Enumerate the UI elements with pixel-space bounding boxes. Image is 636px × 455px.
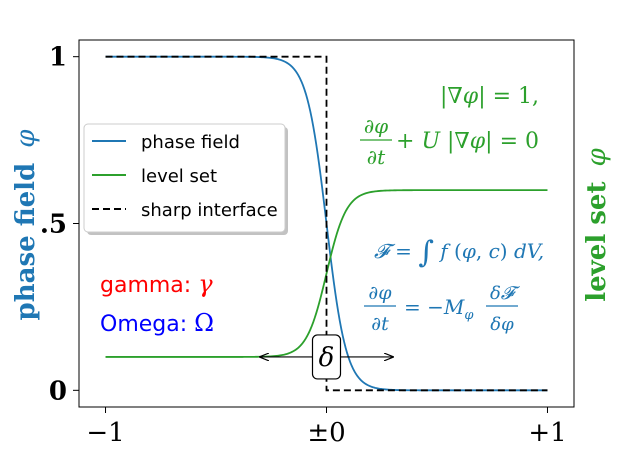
- equation-level-set-frac-den: ∂t: [367, 145, 386, 169]
- equation-level-set-frac-num: ∂φ: [364, 114, 388, 138]
- y-axis-label-left: phase field φ: [11, 129, 41, 321]
- delta-label-box: [311, 334, 342, 380]
- legend-label-level-set: level set: [141, 166, 217, 187]
- annotation-gamma-text: gamma:: [100, 273, 198, 298]
- annotation-omega: Omega: Ω: [100, 309, 214, 337]
- equation-phase-field-frac-den: ∂t: [371, 313, 389, 335]
- y-axis-label-left-symbol: φ: [11, 129, 41, 148]
- series-curves: [105, 55, 548, 392]
- legend-label-sharp-interface: sharp interface: [141, 200, 278, 221]
- equation-phase-field-frac-num: ∂φ: [368, 282, 392, 304]
- series-line-sharp-interface: [105, 55, 548, 392]
- axis-ticks: −1 ±0 +1 0 .5 1: [40, 43, 567, 448]
- annotation-gamma: gamma: γ: [100, 270, 213, 298]
- annotation-delta: δ: [260, 334, 393, 380]
- delta-label: δ: [319, 343, 335, 373]
- legend-box: [83, 123, 286, 233]
- equation-level-set-line-2: + U |∇φ| = 0: [396, 129, 539, 154]
- y-tick-label: 1: [49, 43, 67, 73]
- svg-text:phase field φ: phase field φ: [11, 129, 41, 321]
- series-line-level-set: [105, 189, 548, 358]
- y-tick-label: 0: [49, 376, 67, 406]
- annotation-omega-text: Omega:: [100, 312, 194, 337]
- y-axis-label-left-text: phase field: [11, 163, 41, 321]
- equation-phase-field-frac2-num: δ𝓕: [490, 283, 521, 304]
- svg-text:level set φ: level set φ: [582, 147, 612, 301]
- legend-label-phase-field: phase field: [141, 132, 240, 153]
- y-axis-label-right: level set φ: [582, 147, 612, 301]
- x-tick-label: −1: [86, 418, 124, 448]
- equation-level-set: |∇φ| = 1, ∂φ ∂t + U |∇φ| = 0: [360, 84, 539, 169]
- equation-phase-field-line-2: = −Mφ: [404, 295, 474, 323]
- y-axis-label-right-text: level set: [582, 182, 612, 302]
- legend: phase field level set sharp interface: [83, 123, 288, 235]
- equation-phase-field-frac2-den: δφ: [490, 314, 514, 335]
- y-tick-label: .5: [40, 210, 67, 240]
- equation-phase-field-line-1: 𝓕 = ∫ f (φ, c) dV,: [374, 235, 544, 270]
- y-axis-label-right-symbol: φ: [582, 147, 612, 166]
- annotation-omega-symbol: Ω: [194, 309, 214, 337]
- equation-phase-field: 𝓕 = ∫ f (φ, c) dV, ∂φ ∂t = −Mφ δ𝓕 δφ: [364, 235, 544, 335]
- equation-level-set-line-1: |∇φ| = 1,: [440, 84, 539, 109]
- x-tick-label: ±0: [307, 418, 345, 448]
- annotation-gamma-symbol: γ: [198, 270, 213, 298]
- x-tick-label: +1: [528, 418, 566, 448]
